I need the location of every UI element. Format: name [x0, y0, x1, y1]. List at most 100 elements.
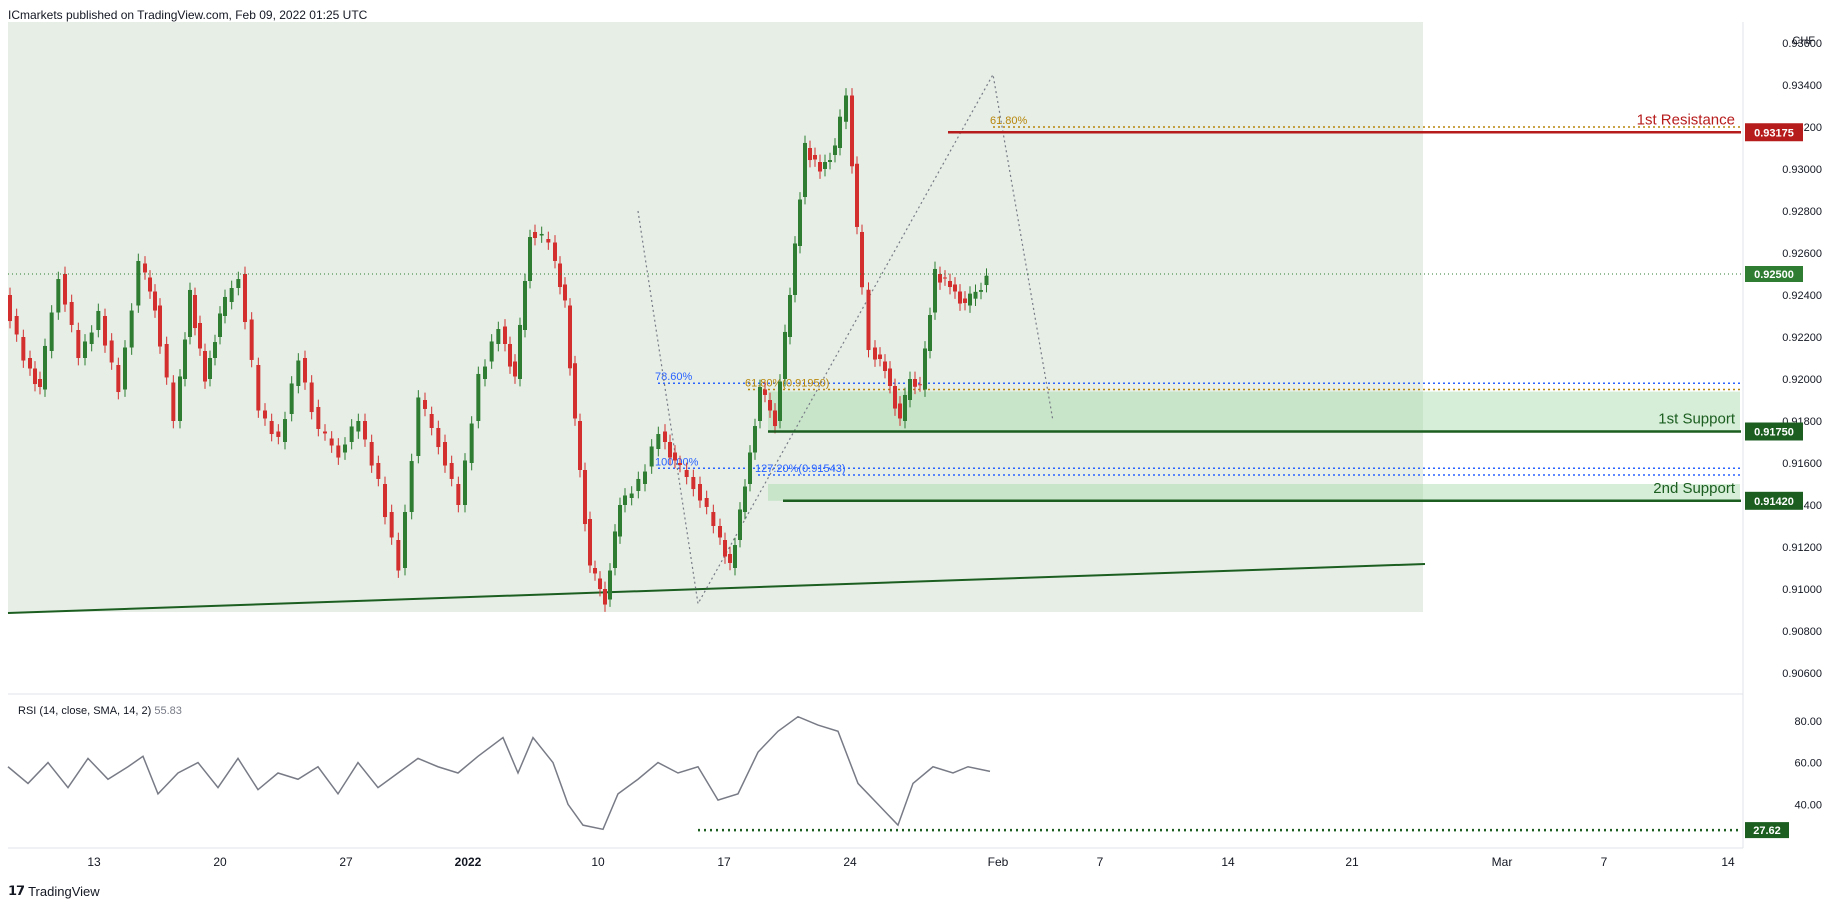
time-tick-label: 2022: [455, 855, 482, 869]
candle-body: [429, 414, 434, 428]
level-price-badge: [1745, 491, 1803, 510]
candle-body: [598, 578, 602, 589]
last-price-badge: [1745, 266, 1803, 282]
candle-body: [56, 279, 61, 313]
candle-body: [343, 444, 347, 453]
candle-body: [623, 495, 627, 505]
candle-body: [528, 237, 532, 281]
candle-body: [148, 277, 152, 292]
candle-body: [496, 329, 501, 344]
level-price-label: 0.91750: [1754, 427, 1794, 439]
candle-body: [28, 358, 32, 369]
time-tick-label: 14: [1721, 855, 1735, 869]
candle-body: [923, 348, 927, 390]
candle-body: [43, 345, 47, 390]
candle-body: [578, 421, 582, 470]
candle-body: [649, 446, 654, 467]
time-tick-label: 7: [1097, 855, 1104, 869]
time-tick-label: 13: [87, 855, 101, 869]
candle-body: [928, 315, 932, 351]
candle-body: [758, 386, 762, 421]
candle-body: [850, 95, 854, 167]
candle-body: [8, 295, 12, 322]
candle-body: [913, 379, 917, 387]
candle-body: [96, 310, 101, 330]
candle-body: [898, 403, 902, 419]
candle-body: [336, 445, 341, 458]
candle-body: [349, 426, 354, 442]
candle-body: [718, 526, 722, 538]
candle-body: [38, 379, 42, 387]
level-price-badge: [1745, 422, 1803, 441]
candle-body: [456, 484, 461, 505]
candle-body: [283, 419, 287, 442]
candle-body: [704, 498, 709, 507]
price-tick-label: 0.91600: [1782, 458, 1822, 470]
time-tick-label: 7: [1601, 855, 1608, 869]
candle-body: [143, 263, 147, 273]
candle-body: [691, 477, 696, 490]
candle-body: [768, 400, 772, 411]
candle-body: [256, 365, 261, 411]
candle-body: [979, 290, 983, 292]
support-zone-1: [768, 391, 1740, 432]
candle-body: [656, 434, 661, 449]
candle-body: [476, 373, 481, 421]
time-tick-label: 10: [591, 855, 605, 869]
candle-body: [629, 493, 634, 498]
trendline: [7, 72, 1426, 614]
candle-body: [573, 363, 577, 419]
candle-body: [778, 381, 782, 421]
candle-body: [643, 471, 647, 484]
candle-body: [369, 442, 374, 466]
candle-body: [188, 289, 192, 337]
candle-body: [698, 484, 702, 501]
candle-body: [116, 365, 121, 393]
time-tick-label: 27: [339, 855, 353, 869]
candle-body: [533, 232, 537, 239]
candle-body: [673, 452, 677, 461]
candle-body: [728, 554, 732, 563]
candle-body: [833, 145, 837, 155]
candle-body: [613, 531, 617, 568]
candle-body: [711, 512, 716, 526]
candle-body: [276, 431, 281, 437]
level-name: 2nd Support: [1653, 480, 1736, 497]
level-price-badge: [1745, 123, 1803, 142]
time-tick-label: Feb: [988, 855, 1009, 869]
candle-body: [684, 470, 689, 477]
price-tick-label: 0.91200: [1782, 542, 1822, 554]
candle-body: [823, 162, 827, 169]
candle-body: [103, 316, 107, 346]
candle-body: [403, 512, 407, 568]
tradingview-footer[interactable]: 𝟭𝟳 TradingView: [8, 883, 100, 899]
fibonacci-levels: 61.80% 78.60% 61.80%(0.91950) 100.00% 127.20…: [655, 115, 1740, 476]
candle-body: [83, 341, 87, 358]
level-name: 1st Support: [1658, 411, 1736, 428]
rsi-tick-label: 40.00: [1794, 799, 1822, 811]
publisher-caption: ICmarkets published on TradingView.com, …: [8, 8, 368, 22]
candle-body: [523, 281, 527, 330]
rsi-legend: RSI (14, close, SMA, 14, 2) 55.83: [18, 705, 182, 717]
candle-body: [21, 337, 26, 361]
rsi-value: 55.83: [154, 705, 182, 717]
candle-body: [469, 423, 474, 463]
candle-body: [873, 347, 877, 360]
candle-body: [396, 540, 401, 571]
candle-body: [178, 376, 182, 421]
candle-body: [958, 291, 962, 304]
candle-body: [229, 288, 234, 302]
time-tick-label: 21: [1345, 855, 1359, 869]
candle-body: [793, 243, 797, 295]
candle-body: [383, 484, 387, 518]
candle-body: [844, 95, 848, 122]
candle-body: [193, 295, 197, 329]
candle-body: [973, 291, 978, 299]
candle-body: [171, 382, 176, 421]
candle-body: [663, 431, 667, 442]
candle-body: [208, 358, 212, 379]
price-tick-label: 0.90800: [1782, 626, 1822, 638]
candle-body: [183, 339, 187, 379]
candle-body: [953, 284, 957, 292]
